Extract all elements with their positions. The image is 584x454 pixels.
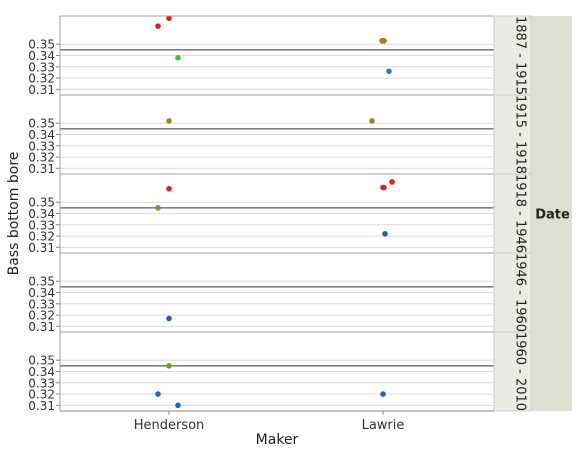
panel-strip-label: 1946 - 1960 bbox=[513, 253, 528, 332]
panel-2: 0.310.320.330.340.35 1915 - 1918 bbox=[28, 94, 532, 176]
y-tick-label: 0.31 bbox=[28, 83, 55, 97]
group-by-column bbox=[531, 16, 572, 411]
y-tick-label: 0.34 bbox=[28, 365, 55, 379]
x-tick-label: Henderson bbox=[134, 418, 205, 433]
x-axis-title: Maker bbox=[256, 432, 299, 448]
data-point bbox=[381, 184, 387, 191]
y-tick-label: 0.33 bbox=[28, 218, 55, 232]
y-tick-label: 0.35 bbox=[28, 354, 55, 368]
data-point bbox=[166, 315, 172, 322]
panel-strip bbox=[493, 252, 532, 333]
y-tick-label: 0.31 bbox=[28, 399, 55, 413]
panel-4: 0.310.320.330.340.35 1946 - 1960 bbox=[28, 252, 532, 334]
data-point bbox=[155, 23, 161, 29]
panel-strip-label: 1960 - 2010 bbox=[513, 332, 528, 411]
data-point bbox=[369, 118, 375, 124]
y-tick-label: 0.33 bbox=[28, 376, 55, 390]
y-tick-label: 0.34 bbox=[28, 128, 55, 142]
data-point bbox=[175, 54, 181, 61]
data-point bbox=[155, 391, 161, 397]
panel-strip bbox=[493, 15, 532, 96]
y-tick-label: 0.31 bbox=[28, 320, 55, 334]
data-point bbox=[166, 15, 172, 22]
data-point bbox=[175, 402, 181, 409]
x-tick-label: Lawrie bbox=[362, 418, 405, 433]
panel-strip bbox=[493, 173, 532, 254]
data-point bbox=[380, 391, 386, 397]
y-tick-label: 0.31 bbox=[28, 241, 55, 255]
y-tick-label: 0.34 bbox=[28, 286, 55, 300]
y-tick-label: 0.34 bbox=[28, 49, 55, 63]
y-tick-label: 0.34 bbox=[28, 207, 55, 221]
data-point bbox=[166, 118, 172, 124]
data-point bbox=[166, 363, 172, 369]
y-tick-label: 0.32 bbox=[28, 388, 55, 402]
panel-strip-label: 1918 - 1946 bbox=[513, 174, 528, 253]
y-tick-label: 0.33 bbox=[28, 139, 55, 153]
y-tick-label: 0.32 bbox=[28, 309, 55, 323]
panel-strip bbox=[493, 94, 532, 175]
data-point bbox=[382, 231, 388, 237]
y-tick-label: 0.35 bbox=[28, 275, 55, 289]
y-tick-label: 0.33 bbox=[28, 297, 55, 311]
panel-5: 0.310.320.330.340.35 1960 - 2010 bbox=[28, 331, 532, 413]
y-tick-label: 0.31 bbox=[28, 162, 55, 176]
y-axis-title: Bass bottom bore bbox=[6, 152, 22, 276]
data-point bbox=[166, 185, 172, 192]
y-tick-label: 0.32 bbox=[28, 72, 55, 86]
group-by-title: Date bbox=[535, 208, 570, 223]
panel-strip bbox=[493, 331, 532, 412]
y-tick-label: 0.33 bbox=[28, 60, 55, 74]
y-tick-label: 0.35 bbox=[28, 38, 55, 52]
panel-strip-label: 1887 - 1915 bbox=[513, 16, 528, 95]
data-point bbox=[155, 205, 161, 211]
data-point bbox=[389, 179, 395, 185]
panel-strip-label: 1915 - 1918 bbox=[513, 95, 528, 174]
panel-1: 0.310.320.330.340.35 1887 - 1915 bbox=[28, 15, 532, 97]
panel-3: 0.310.320.330.340.35 1918 - 1946 bbox=[28, 173, 532, 255]
data-point bbox=[386, 68, 392, 75]
y-tick-label: 0.32 bbox=[28, 151, 55, 165]
y-tick-label: 0.32 bbox=[28, 230, 55, 244]
data-point bbox=[379, 38, 385, 44]
y-tick-label: 0.35 bbox=[28, 117, 55, 131]
y-tick-label: 0.35 bbox=[28, 196, 55, 210]
